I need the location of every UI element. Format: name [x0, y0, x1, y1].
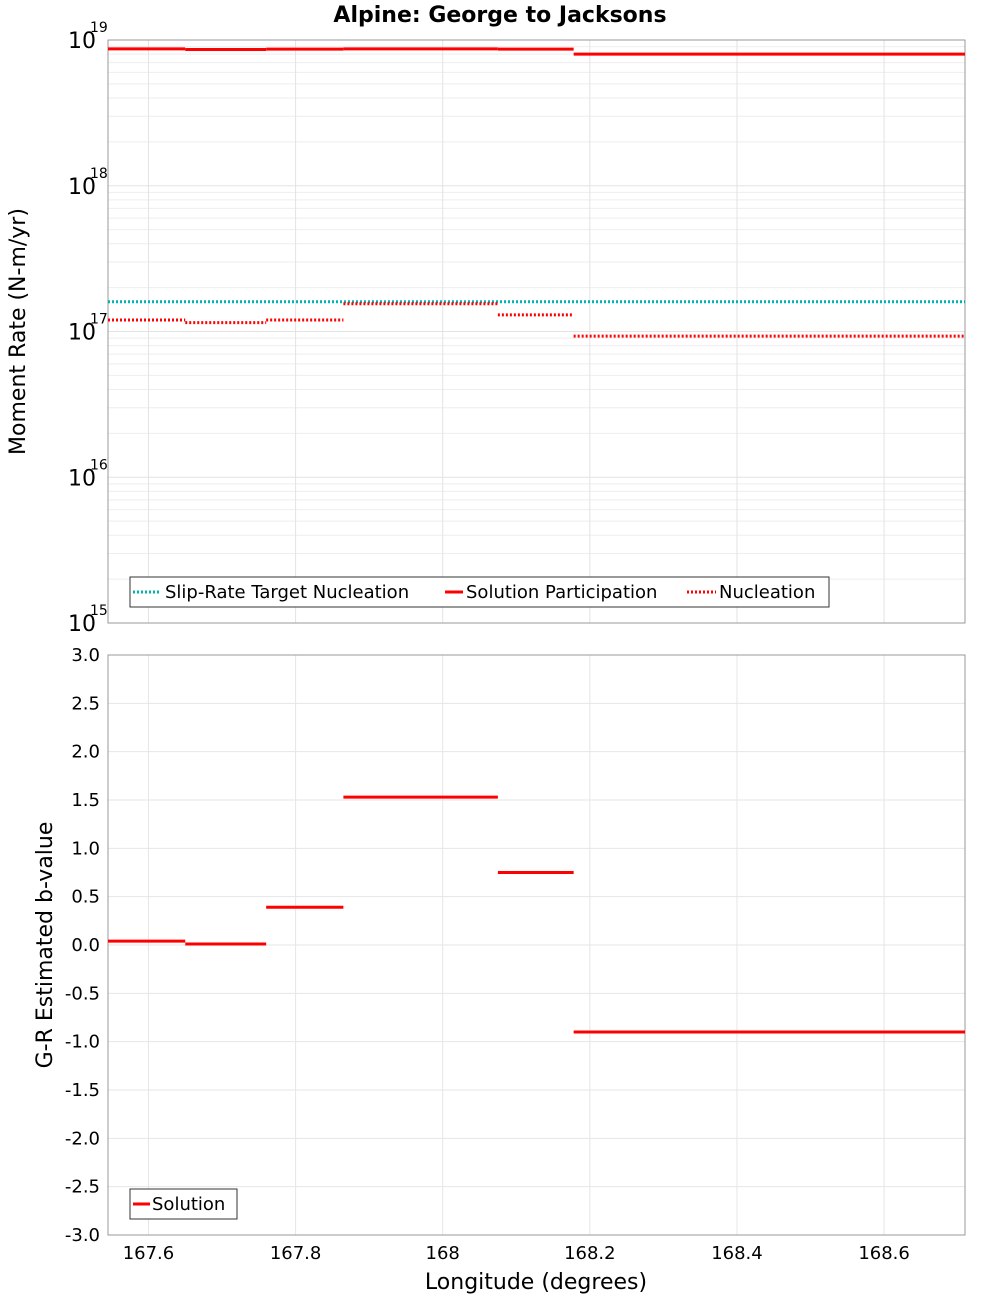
x-tick-label: 168.6 — [858, 1243, 910, 1264]
top-y-axis-label: Moment Rate (N-m/yr) — [6, 208, 31, 455]
top-minor-grid — [108, 46, 965, 580]
bottom-y-tick-label: -1.0 — [65, 1032, 100, 1053]
bottom-y-tick-label: -2.0 — [65, 1128, 100, 1149]
bottom-legend: Solution — [129, 1188, 238, 1220]
bottom-y-tick-label: 1.0 — [71, 838, 100, 859]
top-y-tick-exponent: 16 — [90, 457, 108, 473]
top-y-tick-base: 10 — [68, 466, 96, 491]
top-y-tick-base: 10 — [68, 612, 96, 637]
top-y-tick-exponent: 19 — [90, 20, 108, 36]
x-tick-label: 168.4 — [711, 1243, 763, 1264]
legend-label-nucleation: Nucleation — [719, 582, 815, 603]
bottom-y-tick-label: 3.0 — [71, 645, 100, 666]
x-tick-labels: 167.6 167.8 168 168.2 168.4 168.6 — [123, 1243, 910, 1264]
bottom-y-tick-labels: -3.0 -2.5 -2.0 -1.5 -1.0 -0.5 0.0 0.5 1.0 1.5 2.0 2… — [65, 645, 100, 1246]
top-y-tick-exponent: 15 — [90, 603, 108, 619]
top-legend: Slip-Rate Target Nucleation Solution Par… — [129, 576, 830, 608]
top-plot-area — [107, 39, 966, 624]
top-y-tick-exponent: 18 — [90, 166, 108, 182]
bottom-y-tick-label: -3.0 — [65, 1225, 100, 1246]
x-tick-label: 168.2 — [564, 1243, 616, 1264]
legend-label-solution-participation: Solution Participation — [466, 582, 657, 603]
x-tick-label: 167.8 — [270, 1243, 322, 1264]
x-axis-label: Longitude (degrees) — [425, 1270, 647, 1295]
bottom-y-tick-label: -1.5 — [65, 1080, 100, 1101]
bottom-y-tick-label: 1.5 — [71, 790, 100, 811]
bottom-y-tick-label: 0.5 — [71, 887, 100, 908]
bottom-y-tick-label: 0.0 — [71, 935, 100, 956]
x-tick-label: 168 — [426, 1243, 460, 1264]
bottom-y-tick-label: 2.0 — [71, 742, 100, 763]
chart-title: Alpine: George to Jacksons — [333, 3, 666, 28]
top-series-group — [108, 47, 965, 338]
top-y-tick-base: 10 — [68, 29, 96, 54]
bottom-plot-area — [107, 654, 966, 1236]
bottom-y-axis-label: G-R Estimated b-value — [33, 822, 58, 1069]
top-y-tick-exponent: 17 — [90, 312, 108, 328]
bottom-y-tick-label: 2.5 — [71, 693, 100, 714]
legend-label-solution: Solution — [152, 1194, 225, 1215]
bottom-series-group — [108, 795, 965, 1034]
legend-label-slip-rate-target: Slip-Rate Target Nucleation — [165, 582, 409, 603]
top-y-tick-base: 10 — [68, 321, 96, 346]
bottom-y-tick-label: -2.5 — [65, 1177, 100, 1198]
x-tick-label: 167.6 — [123, 1243, 175, 1264]
bottom-y-tick-label: -0.5 — [65, 983, 100, 1004]
top-y-tick-base: 10 — [68, 175, 96, 200]
